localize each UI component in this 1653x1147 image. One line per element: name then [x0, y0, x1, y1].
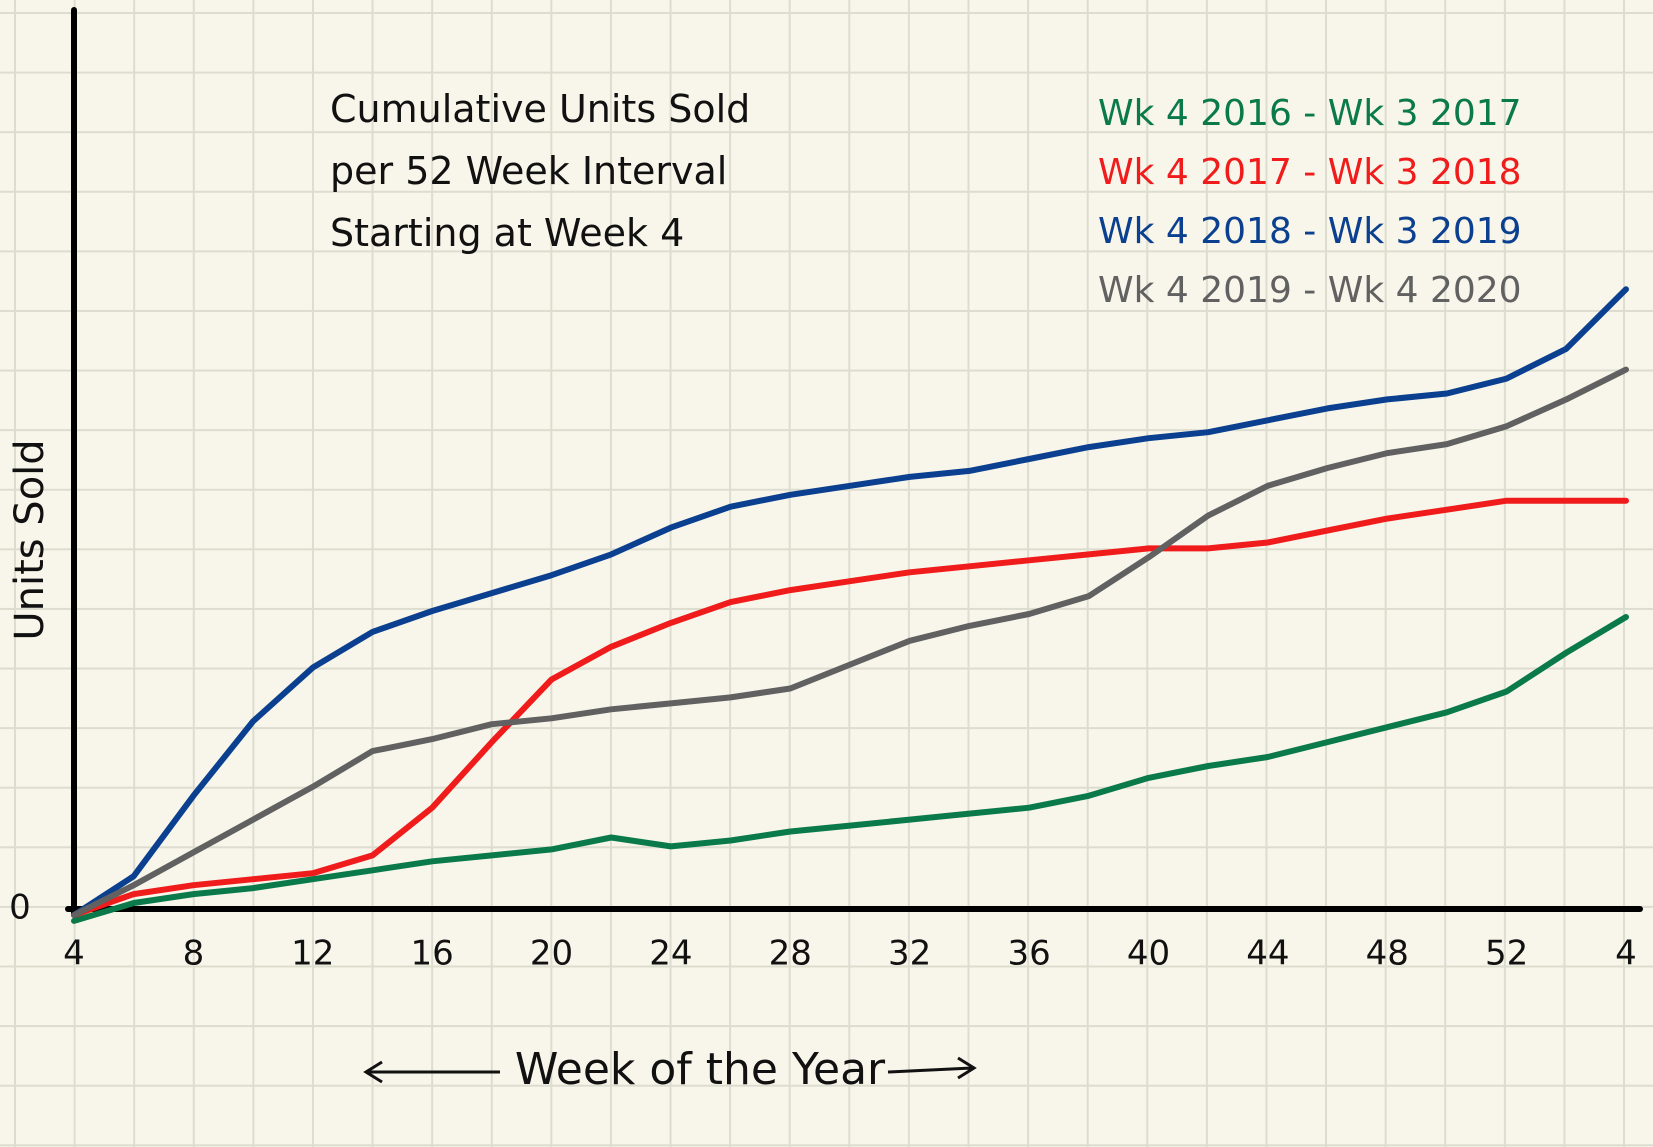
- series-line: [71, 614, 1629, 924]
- x-tick-label: 52: [1485, 934, 1528, 974]
- x-tick-label: 16: [411, 934, 454, 974]
- series-line: [71, 497, 1629, 918]
- arrow-left: [363, 1060, 500, 1084]
- x-tick-label: 28: [769, 934, 812, 974]
- legend-entry: Wk 4 2019 - Wk 4 2020: [1098, 270, 1522, 311]
- arrow-right: [887, 1056, 977, 1080]
- x-tick-label: 48: [1366, 934, 1409, 974]
- series-line: [71, 366, 1629, 918]
- x-tick-label: 36: [1007, 934, 1050, 974]
- legend-entry: Wk 4 2017 - Wk 3 2018: [1098, 152, 1522, 193]
- x-tick-label: 12: [291, 934, 334, 974]
- y-axis-label: Units Sold: [7, 439, 53, 640]
- y-tick-label: 0: [9, 888, 31, 928]
- chart-title: Cumulative Units Sold per 52 Week Interv…: [330, 87, 751, 255]
- legend: Wk 4 2016 - Wk 3 2017 Wk 4 2017 - Wk 3 20…: [1098, 84, 1522, 320]
- x-tick-label: 32: [888, 934, 931, 974]
- x-tick-label: 40: [1127, 934, 1170, 974]
- series-line: [71, 286, 1629, 918]
- x-tick-label: 8: [183, 934, 205, 974]
- x-tick-label: 24: [649, 934, 692, 974]
- legend-entry: Wk 4 2018 - Wk 3 2019: [1098, 211, 1522, 252]
- x-tick-label: 44: [1246, 934, 1289, 974]
- x-tick-label: 4: [1615, 934, 1637, 974]
- x-tick-label: 4: [63, 934, 85, 974]
- x-label-arrows: [363, 1056, 977, 1084]
- legend-entry: Wk 4 2016 - Wk 3 2017: [1098, 93, 1522, 134]
- x-axis-label: Week of the Year: [515, 1044, 886, 1095]
- x-tick-label: 20: [530, 934, 573, 974]
